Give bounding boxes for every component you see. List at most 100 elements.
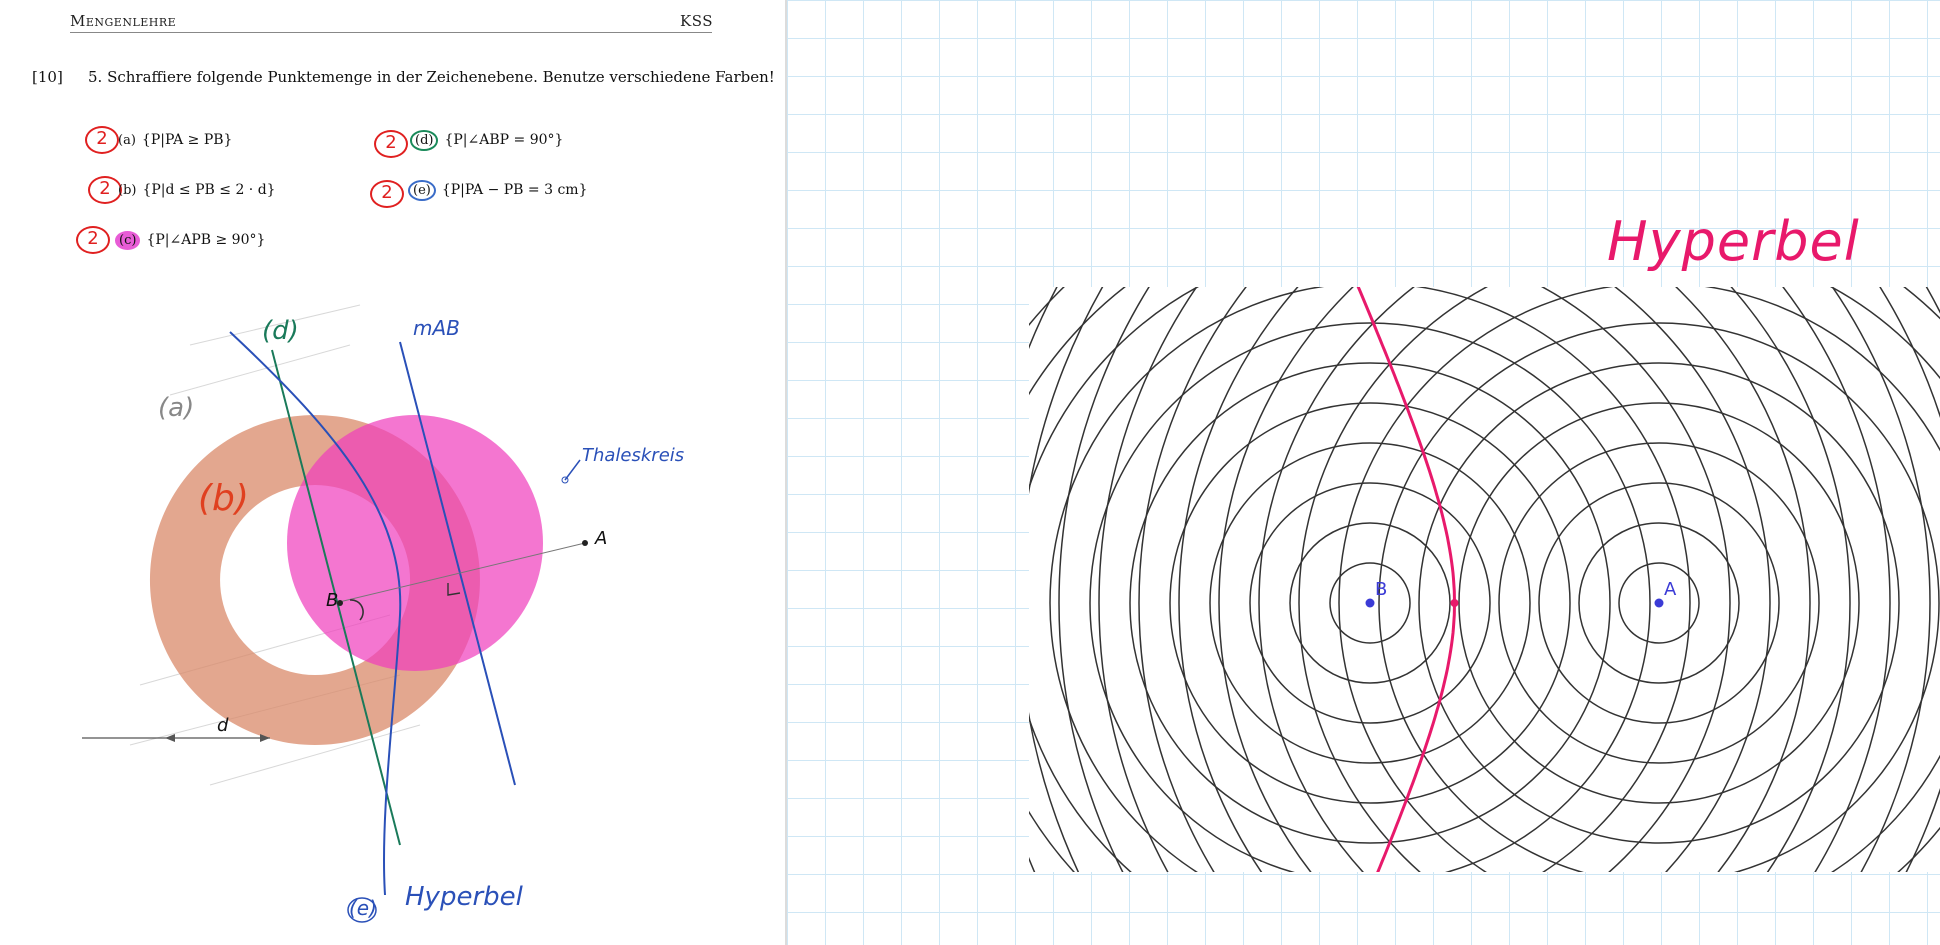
distance-arrow-head-left bbox=[165, 734, 175, 742]
circle-a-ring bbox=[1218, 287, 1354, 872]
circle-b-ring bbox=[1089, 322, 1651, 872]
circle-a-ring bbox=[1029, 287, 1940, 872]
task-points: [10] bbox=[32, 68, 63, 86]
circle-a-ring bbox=[1538, 482, 1780, 724]
circle-b-ring bbox=[1029, 287, 1731, 872]
circle-a-ring bbox=[1258, 287, 1940, 872]
point-a-dot bbox=[582, 540, 588, 546]
item-c: (c) {P|∠APB ≥ 90°} bbox=[115, 231, 266, 250]
sketch-label-point-b: B bbox=[326, 590, 339, 611]
circle-b-ring bbox=[1781, 287, 1891, 872]
header-author: KSS bbox=[680, 12, 713, 30]
circles-around-b bbox=[1029, 287, 1940, 872]
smiley-arc bbox=[349, 599, 364, 621]
item-e-letter: (e) bbox=[408, 180, 436, 201]
right-angle-marker bbox=[447, 583, 461, 596]
page-divider bbox=[785, 0, 787, 945]
circle-a-ring bbox=[1029, 287, 1940, 872]
item-e-formula: {P|PA − PB = 3 cm} bbox=[441, 182, 588, 198]
item-a-formula: {P|PA ≥ PB} bbox=[141, 132, 233, 148]
circles-around-a bbox=[1029, 287, 1940, 872]
circle-a-ring bbox=[1298, 287, 1940, 872]
sketch-label-point-a: A bbox=[595, 528, 608, 549]
circle-a-ring bbox=[1578, 522, 1740, 684]
circle-b-ring bbox=[1169, 402, 1571, 804]
perpendicular-bisector-mab bbox=[399, 341, 516, 786]
circle-b-ring bbox=[1879, 287, 1940, 872]
circle-a-ring bbox=[1029, 287, 1104, 872]
circle-a-ring bbox=[1029, 287, 1058, 872]
segment-ab bbox=[334, 542, 586, 604]
score-mark-c: 2 bbox=[76, 226, 110, 254]
sketch-label-a-region: (a) bbox=[158, 393, 195, 423]
score-mark-e: 2 bbox=[370, 180, 404, 208]
distance-arrow-head-right bbox=[260, 734, 270, 742]
circle-a-ring bbox=[1378, 322, 1940, 872]
point-a-dot bbox=[1654, 598, 1664, 608]
circle-b-ring bbox=[1249, 482, 1491, 724]
circle-b-ring bbox=[1329, 562, 1411, 644]
hyperbola-branch bbox=[1356, 287, 1457, 872]
hyperbola-vertex-dot bbox=[1450, 599, 1459, 607]
header-rule bbox=[70, 32, 712, 33]
line-d bbox=[271, 349, 401, 846]
sketch-label-e: (e) bbox=[349, 896, 377, 920]
sketch-label-d: (d) bbox=[262, 316, 299, 346]
circle-a-ring bbox=[1098, 287, 1198, 872]
item-c-formula: {P|∠APB ≥ 90°} bbox=[146, 232, 266, 248]
circle-b-ring bbox=[1925, 287, 1940, 314]
score-mark-b: 2 bbox=[88, 176, 122, 204]
circle-a-ring bbox=[1178, 287, 1299, 872]
circle-b-ring bbox=[1029, 287, 1940, 872]
header-title: Mengenlehre bbox=[70, 12, 177, 30]
circle-a-ring bbox=[1618, 562, 1700, 644]
geo-label-point-b: B bbox=[1375, 579, 1387, 600]
circle-b-ring bbox=[1209, 442, 1531, 764]
circle-a-ring bbox=[1029, 287, 1940, 872]
label-e-circle bbox=[347, 897, 377, 923]
point-b-dot bbox=[337, 600, 343, 606]
circle-a-ring bbox=[1058, 287, 1150, 872]
circle-b-ring bbox=[1029, 287, 1771, 872]
hand-sketch bbox=[82, 304, 588, 923]
geo-label-point-a: A bbox=[1664, 579, 1677, 600]
item-b-formula: {P|d ≤ PB ≤ 2 · d} bbox=[142, 182, 276, 198]
circle-b-ring bbox=[1029, 287, 1940, 872]
geometry-canvas: B A Hyperbel bbox=[787, 0, 1940, 945]
sketch-label-distance: d bbox=[217, 715, 229, 736]
item-a: (a) {P|PA ≥ PB} bbox=[118, 132, 232, 148]
circle-b-ring bbox=[1049, 287, 1691, 872]
circle-b-ring bbox=[1129, 362, 1611, 844]
point-b-dot bbox=[1365, 598, 1375, 608]
thaleskreis-pointer bbox=[564, 459, 581, 481]
item-d-formula: {P|∠ABP = 90°} bbox=[444, 132, 564, 148]
circle-b-ring bbox=[1289, 522, 1451, 684]
region-c-thales-circle bbox=[287, 415, 543, 671]
circle-b-ring bbox=[1029, 287, 1811, 872]
task-text: 5. Schraffiere folgende Punktemenge in d… bbox=[88, 68, 775, 86]
circle-b-ring bbox=[1730, 287, 1851, 872]
sketch-label-thaleskreis: Thaleskreis bbox=[582, 445, 685, 466]
score-mark-a: 2 bbox=[85, 126, 119, 154]
score-mark-d: 2 bbox=[374, 130, 408, 158]
worksheet-page: Mengenlehre KSS [10] 5. Schraffiere folg… bbox=[0, 0, 785, 945]
hyperbola-curve bbox=[229, 331, 402, 896]
item-a-letter: (a) bbox=[118, 133, 136, 148]
hyperbel-title: Hyperbel bbox=[1607, 210, 1860, 273]
circle-a-ring bbox=[1418, 362, 1900, 844]
circle-a-ring bbox=[1498, 442, 1820, 764]
circle-construction: B A bbox=[1029, 287, 1940, 872]
item-e: (e) {P|PA − PB = 3 cm} bbox=[408, 180, 588, 201]
circle-a-ring bbox=[1338, 287, 1940, 872]
circle-b-ring bbox=[1029, 287, 1940, 872]
sketch-label-b-region: (b) bbox=[198, 478, 249, 519]
thaleskreis-pointer-dot bbox=[561, 476, 569, 484]
circle-b-ring bbox=[1831, 287, 1931, 872]
item-d: (d) {P|∠ABP = 90°} bbox=[410, 130, 564, 151]
circle-b-ring bbox=[1029, 287, 1940, 872]
item-b-letter: (b) bbox=[118, 183, 137, 198]
item-b: (b) {P|d ≤ PB ≤ 2 · d} bbox=[118, 182, 276, 198]
item-d-letter: (d) bbox=[410, 130, 439, 151]
circle-a-ring bbox=[1138, 287, 1248, 872]
sketch-label-hyperbel: Hyperbel bbox=[405, 882, 523, 912]
